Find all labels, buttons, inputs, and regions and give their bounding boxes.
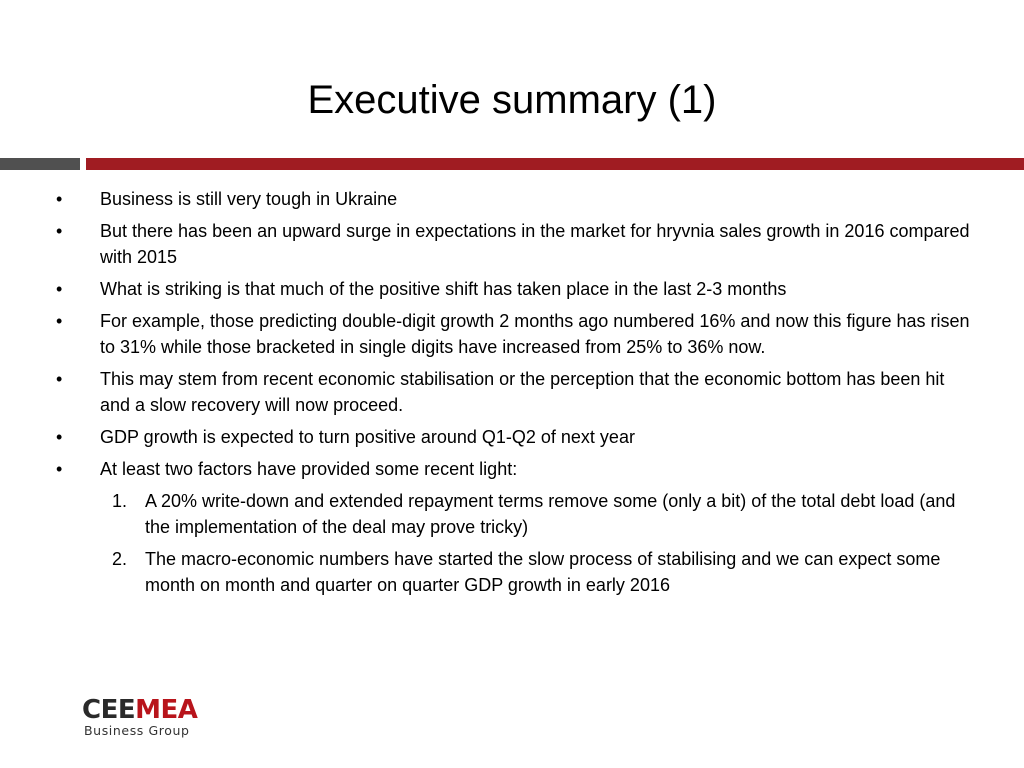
bullet-text: GDP growth is expected to turn positive … <box>100 427 635 447</box>
divider-grey-bar <box>0 158 80 170</box>
logo-subtitle: Business Group <box>84 723 190 738</box>
bullet-item: • Business is still very tough in Ukrain… <box>56 186 976 212</box>
logo-part-mea: MEA <box>135 695 198 725</box>
bullet-list: • Business is still very tough in Ukrain… <box>56 186 976 482</box>
slide-title: Executive summary (1) <box>307 78 717 122</box>
slide-content: • Business is still very tough in Ukrain… <box>56 186 976 604</box>
bullet-text: What is striking is that much of the pos… <box>100 279 787 299</box>
bullet-icon: • <box>56 311 63 331</box>
logo-wordmark: CEEMEA <box>82 696 232 724</box>
bullet-item: • At least two factors have provided som… <box>56 456 976 482</box>
bullet-icon: • <box>56 189 63 209</box>
bullet-item: • What is striking is that much of the p… <box>56 276 976 302</box>
bullet-icon: • <box>56 427 63 447</box>
numbered-item: 2. The macro-economic numbers have start… <box>56 546 976 598</box>
numbered-text: The macro-economic numbers have started … <box>145 549 941 595</box>
bullet-item: • This may stem from recent economic sta… <box>56 366 976 418</box>
bullet-icon: • <box>56 279 63 299</box>
bullet-text: But there has been an upward surge in ex… <box>100 221 970 267</box>
ceemea-logo: CEEMEA Business Group <box>82 696 232 744</box>
bullet-text: Business is still very tough in Ukraine <box>100 189 398 209</box>
bullet-icon: • <box>56 369 63 389</box>
bullet-item: • GDP growth is expected to turn positiv… <box>56 424 976 450</box>
numbered-list: 1. A 20% write-down and extended repayme… <box>56 488 976 598</box>
divider-red-bar <box>86 158 1024 170</box>
number-marker: 2. <box>112 549 128 569</box>
bullet-item: • But there has been an upward surge in … <box>56 218 976 270</box>
bullet-text: For example, those predicting double-dig… <box>100 311 970 357</box>
bullet-item: • For example, those predicting double-d… <box>56 308 976 360</box>
bullet-icon: • <box>56 459 63 479</box>
bullet-text: This may stem from recent economic stabi… <box>100 369 945 415</box>
numbered-text: A 20% write-down and extended repayment … <box>145 491 956 537</box>
bullet-icon: • <box>56 221 63 241</box>
bullet-text: At least two factors have provided some … <box>100 459 518 479</box>
numbered-item: 1. A 20% write-down and extended repayme… <box>56 488 976 540</box>
number-marker: 1. <box>112 491 128 511</box>
logo-part-cee: CEE <box>82 695 136 725</box>
